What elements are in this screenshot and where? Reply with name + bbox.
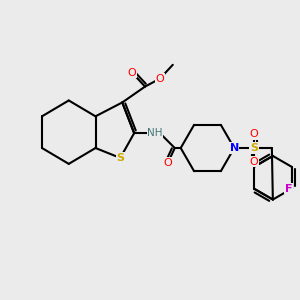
Text: O: O xyxy=(250,157,258,167)
Text: N: N xyxy=(230,143,239,153)
Text: O: O xyxy=(250,129,258,139)
Text: S: S xyxy=(250,143,258,153)
Text: S: S xyxy=(116,153,124,163)
Text: O: O xyxy=(164,158,172,168)
Text: O: O xyxy=(128,68,136,78)
Text: F: F xyxy=(285,184,292,194)
Text: O: O xyxy=(155,74,164,84)
Text: NH: NH xyxy=(147,128,163,138)
